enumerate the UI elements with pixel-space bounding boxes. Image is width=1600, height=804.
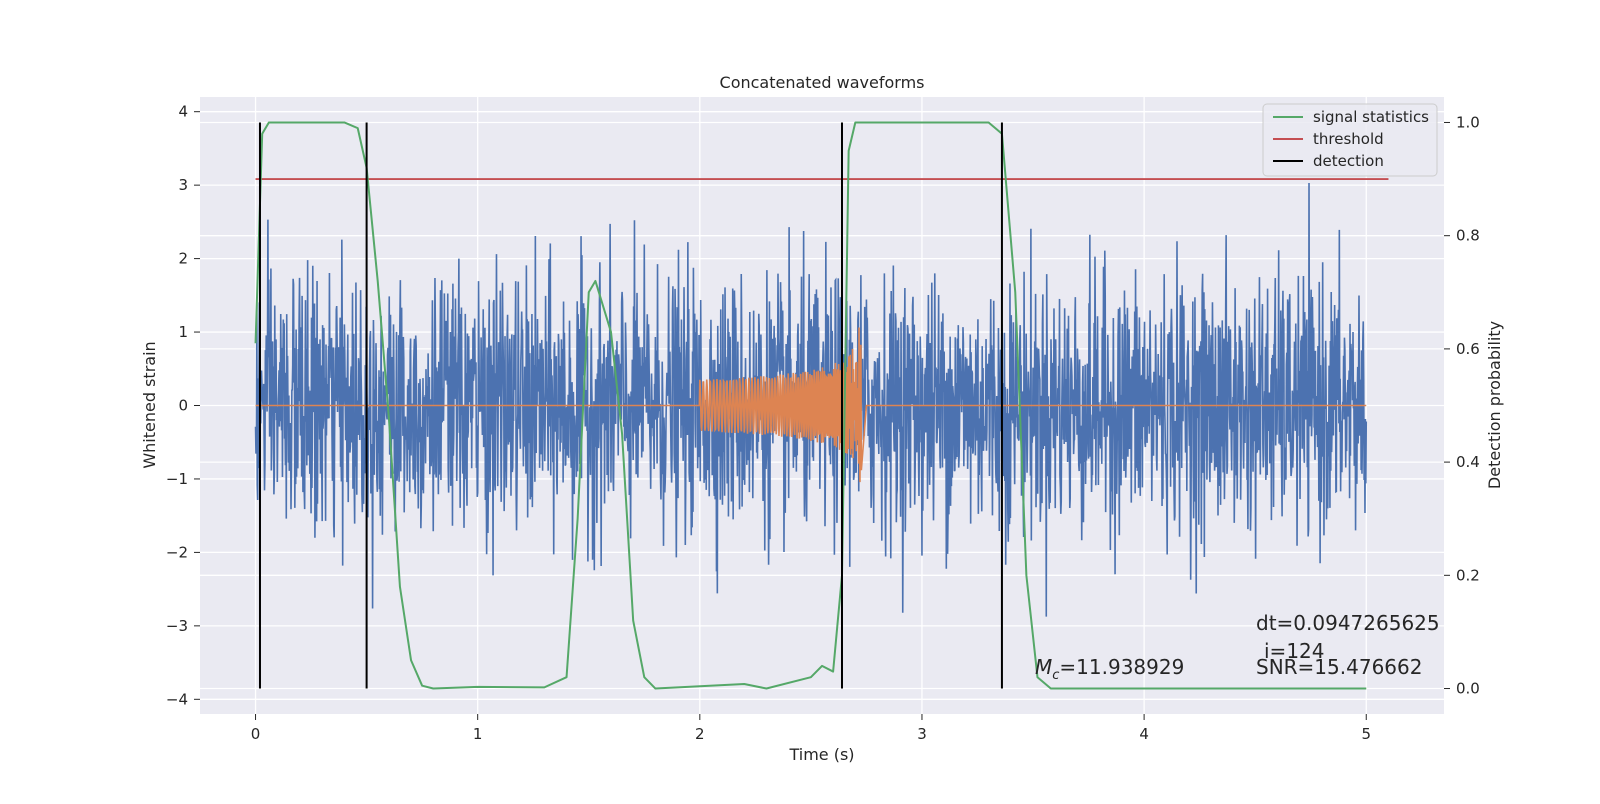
annotation-mc-value: =11.938929 [1059, 655, 1184, 679]
series-chirp-waveform [255, 327, 1367, 483]
y-tick-label-left: 2 [178, 250, 188, 268]
legend-label-threshold: threshold [1313, 130, 1384, 148]
y-tick-label-left: −2 [166, 543, 188, 561]
legend-box [1262, 103, 1438, 177]
y-tick-label-left: 0 [178, 397, 188, 415]
annotations: dt=0.0947265625 i=124 SNR=15.476662 Mc=1… [1035, 611, 1440, 683]
y-axis-label-right: Detection probability [1485, 321, 1504, 489]
data-layer [254, 121, 1389, 690]
series-whitened-strain-noise [254, 183, 1368, 617]
legend-label-signal-statistics: signal statistics [1313, 108, 1429, 126]
chart-title: Concatenated waveforms [720, 73, 925, 92]
x-tick-label: 2 [695, 725, 705, 743]
x-axis-label: Time (s) [788, 745, 854, 764]
y-tick-label-left: 3 [178, 176, 188, 194]
y-tick-label-right: 0.6 [1456, 340, 1480, 358]
y-tick-label-left: 4 [178, 103, 188, 121]
y-tick-label-left: 1 [178, 323, 188, 341]
annotation-i: i=124 [1264, 639, 1325, 663]
y-tick-label-right: 1.0 [1456, 113, 1480, 131]
x-tick-label: 4 [1139, 725, 1149, 743]
y-tick-label-left: −3 [166, 617, 188, 635]
annotation-mc: Mc=11.938929 [1035, 655, 1184, 683]
annotation-snr: SNR=15.476662 [1256, 655, 1422, 679]
series-signal-statistics [254, 121, 1367, 690]
y-tick-label-left: −4 [166, 690, 188, 708]
ticks: 0 1 2 3 4 5 4 3 2 1 0 −1 −2 −3 −4 1.0 0.8 0.6 0.4 0.2 0.0 [166, 103, 1480, 743]
annotation-mc-subscript: c [1052, 668, 1059, 683]
y-tick-label-left: −1 [166, 470, 188, 488]
x-tick-label: 0 [251, 725, 261, 743]
x-tick-label: 3 [917, 725, 927, 743]
annotation-dt: dt=0.0947265625 [1256, 611, 1440, 635]
annotation-mc-symbol: M [1035, 655, 1052, 679]
legend: signal statistics threshold detection [1262, 103, 1438, 177]
x-tick-label: 5 [1361, 725, 1371, 743]
y-tick-label-right: 0.4 [1456, 453, 1480, 471]
y-tick-label-right: 0.2 [1456, 566, 1480, 584]
legend-label-detection: detection [1313, 152, 1384, 170]
y-tick-label-right: 0.8 [1456, 227, 1480, 245]
x-tick-label: 1 [473, 725, 483, 743]
y-tick-label-right: 0.0 [1456, 680, 1480, 698]
y-axis-label-left: Whitened strain [140, 341, 159, 468]
